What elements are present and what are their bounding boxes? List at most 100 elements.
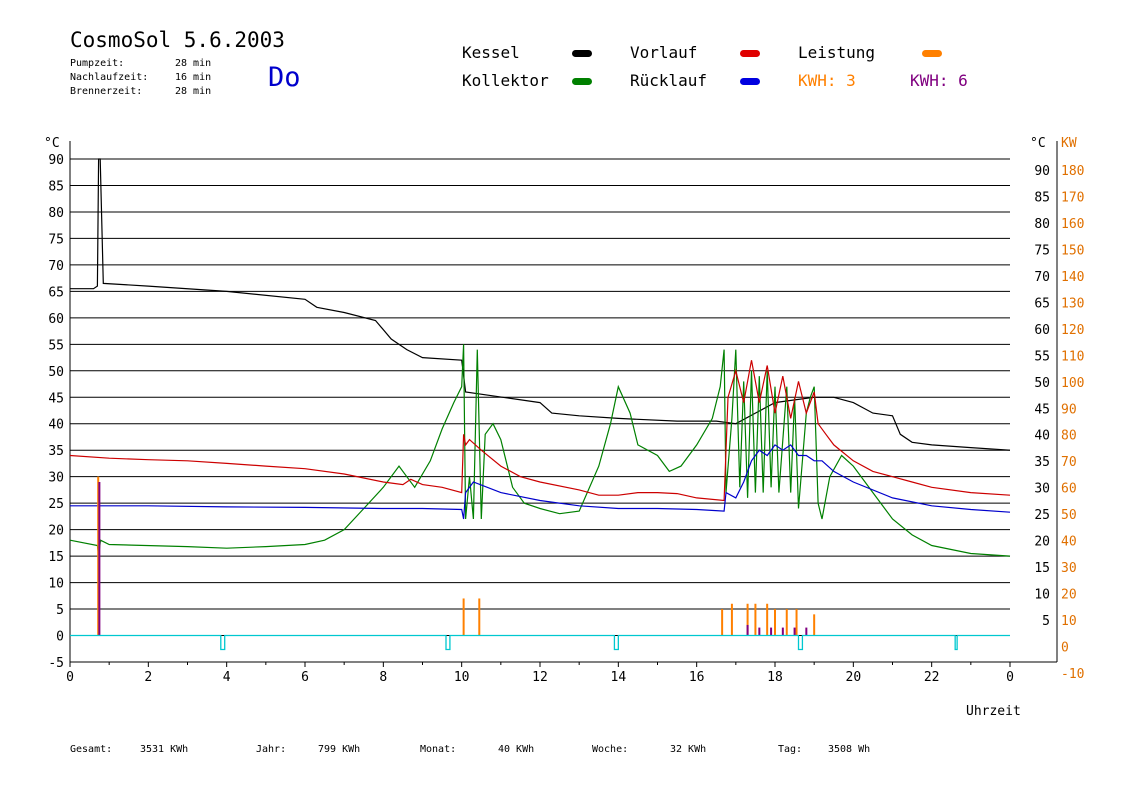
footer-tag-value: 3508 Wh [828,744,871,755]
nachlaufzeit-value: 16 min [175,72,212,83]
y3-tick-label: 130 [1061,296,1084,311]
y-tick-label: 0 [56,630,64,645]
series-layer [69,158,1011,651]
y2-tick-label: 65 [1034,296,1050,311]
y-tick-label: 45 [48,391,64,406]
y-tick-label: 30 [48,471,64,486]
x-tick-label: 4 [223,670,231,685]
y-tick-label: 80 [48,206,64,221]
y2-tick-label: 25 [1034,508,1050,523]
y2-tick-label: 85 [1034,190,1050,205]
legend-vorlauf-swatch [740,50,760,57]
y3-tick-label: 150 [1061,243,1084,258]
y-tick-label: 75 [48,232,64,247]
y3-tick-label: 10 [1061,614,1077,629]
y3-tick-label: 110 [1061,349,1084,364]
x-tick-label: 10 [454,670,470,685]
y-tick-label: 25 [48,497,64,512]
y2-tick-label: 10 [1034,588,1050,603]
y-axis-unit-power: KW [1061,136,1077,151]
legend-kessel-label: Kessel [462,43,520,62]
chart-title: CosmoSol 5.6.2003 [70,28,285,52]
y-tick-label: 40 [48,418,64,433]
x-tick-label: 0 [1006,670,1014,685]
x-tick-label: 12 [532,670,548,685]
y2-tick-label: 15 [1034,561,1050,576]
x-tick-label: 16 [689,670,705,685]
y3-tick-label: 120 [1061,323,1084,338]
y3-tick-label: 100 [1061,376,1084,391]
legend-ruecklauf-label: Rücklauf [630,71,708,90]
y2-tick-label: 50 [1034,376,1050,391]
y3-tick-label: 180 [1061,164,1084,179]
y-tick-label: 55 [48,338,64,353]
x-tick-label: 8 [379,670,387,685]
x-tick-label: 14 [611,670,627,685]
series-rcklauf [70,444,1011,520]
tick-labels: °C °C KWUhrzeit-50510152025303540455055606… [44,136,1084,719]
y3-tick-label: 140 [1061,270,1084,285]
legend-kwh1-label: KWH: 3 [798,71,856,90]
y3-tick-label: 0 [1061,641,1069,656]
footer-monat-label: Monat: [420,744,457,755]
y3-tick-label: 70 [1061,455,1077,470]
series-vorlauf [69,360,1011,502]
footer-gesamt-value: 3531 KWh [140,744,189,755]
footer-tag-label: Tag: [778,744,803,755]
footer-woche-value: 32 KWh [670,744,707,755]
legend-ruecklauf-swatch [740,78,760,85]
legend-leistung-label: Leistung [798,43,876,62]
y2-tick-label: 35 [1034,455,1050,470]
y-tick-label: 70 [48,259,64,274]
footer-jahr-value: 799 KWh [318,744,361,755]
y2-tick-label: 60 [1034,323,1050,338]
x-tick-label: 18 [767,670,783,685]
series-pumpe [70,634,1010,651]
y-tick-label: -5 [48,656,64,671]
y-axis-unit-left: °C [44,136,60,151]
y2-tick-label: 40 [1034,429,1050,444]
y3-tick-label: 160 [1061,217,1084,232]
y-axis-unit-right: °C [1030,136,1046,151]
y2-tick-label: 80 [1034,217,1050,232]
y-tick-label: 5 [56,603,64,618]
legend-kwh2-label: KWH: 6 [910,71,968,90]
legend-kollektor-label: Kollektor [462,71,549,90]
y-tick-label: 15 [48,550,64,565]
y-tick-label: 35 [48,444,64,459]
y2-tick-label: 30 [1034,482,1050,497]
y3-tick-label: 90 [1061,402,1077,417]
y3-tick-label: -10 [1061,667,1084,682]
x-tick-label: 0 [66,670,74,685]
legend-vorlauf-label: Vorlauf [630,43,698,62]
x-tick-label: 2 [144,670,152,685]
y3-tick-label: 170 [1061,190,1084,205]
legend-kollektor-swatch [572,78,592,85]
y-tick-label: 20 [48,524,64,539]
y3-tick-label: 50 [1061,508,1077,523]
y2-tick-label: 90 [1034,164,1050,179]
series-kessel [70,158,1011,451]
y-tick-label: 60 [48,312,64,327]
y-tick-label: 90 [48,153,64,168]
legend-leistung-swatch [922,50,942,57]
y3-tick-label: 40 [1061,535,1077,550]
y2-tick-label: 55 [1034,349,1050,364]
y3-tick-label: 60 [1061,482,1077,497]
legend-kessel-swatch [572,50,592,57]
y2-tick-label: 45 [1034,402,1050,417]
day-label: Do [268,62,301,93]
y-tick-label: 10 [48,577,64,592]
x-tick-label: 22 [924,670,940,685]
y-tick-label: 85 [48,179,64,194]
footer-monat-value: 40 KWh [498,744,535,755]
brennerzeit-value: 28 min [175,86,212,97]
y2-tick-label: 70 [1034,270,1050,285]
pumpzeit-label: Pumpzeit: [70,58,125,69]
y-tick-label: 50 [48,365,64,380]
brennerzeit-label: Brennerzeit: [70,86,143,97]
x-tick-label: 20 [846,670,862,685]
pumpzeit-value: 28 min [175,58,212,69]
y2-tick-label: 20 [1034,535,1050,550]
